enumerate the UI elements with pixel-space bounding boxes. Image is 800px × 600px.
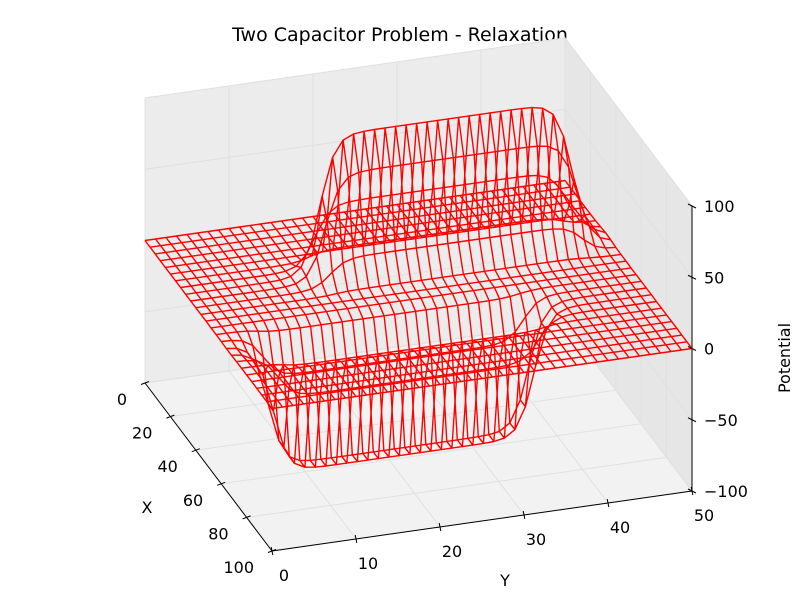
z-tick-label: 50 bbox=[704, 268, 724, 287]
y-axis-label: Y bbox=[499, 571, 510, 590]
surface-wire-x bbox=[180, 174, 601, 289]
y-tick-mark bbox=[606, 498, 610, 508]
z-tick-mark bbox=[687, 417, 697, 423]
surface-wire-y bbox=[532, 178, 662, 354]
surface-wire-y bbox=[144, 240, 273, 409]
surface-wire-x bbox=[170, 213, 591, 275]
z-tick-mark bbox=[687, 203, 697, 209]
surface-wire-y bbox=[175, 235, 305, 405]
y-tick-label: 50 bbox=[694, 506, 714, 525]
z-tick-label: 0 bbox=[704, 340, 714, 359]
y-tick-label: 20 bbox=[442, 542, 462, 561]
y-axis-line bbox=[271, 490, 693, 552]
surface-wire-x bbox=[256, 327, 677, 389]
z-tick-mark bbox=[687, 488, 697, 494]
surface-wire-x bbox=[195, 228, 616, 309]
surface-wire-y bbox=[469, 109, 599, 363]
surface-wire-x bbox=[226, 287, 647, 462]
surface-wire-x bbox=[236, 300, 657, 395]
surface-wire-x bbox=[165, 206, 586, 269]
z-axis-label: Potential bbox=[775, 323, 794, 393]
surface-wire-y bbox=[438, 113, 567, 408]
surface-wire-y bbox=[553, 181, 683, 351]
surface-wire-y bbox=[564, 180, 693, 349]
x-axis-line bbox=[144, 382, 273, 552]
surface-wire-x bbox=[216, 273, 637, 336]
y-tick-label: 40 bbox=[610, 518, 630, 537]
surface-wire-x bbox=[241, 307, 662, 369]
y-tick-mark bbox=[270, 546, 274, 556]
y-tick-label: 10 bbox=[358, 554, 378, 573]
surface-wire-x bbox=[185, 106, 606, 295]
surface-wire-x bbox=[271, 347, 693, 410]
z-tick-mark bbox=[687, 274, 697, 280]
surface-wire-x bbox=[160, 200, 581, 262]
surface-wire-x bbox=[246, 314, 667, 376]
surface-wire-x bbox=[210, 267, 632, 329]
surface-wire-y bbox=[511, 113, 641, 357]
x-tick-mark bbox=[191, 448, 200, 453]
surface-wire-y bbox=[522, 135, 651, 355]
y-tick-mark bbox=[522, 510, 526, 520]
surface-wire-x bbox=[155, 193, 576, 255]
x-tick-label: 60 bbox=[183, 491, 203, 510]
x-tick-mark bbox=[242, 515, 251, 520]
surface-wire-x bbox=[261, 334, 682, 396]
surface-wire-y bbox=[459, 110, 588, 364]
x-tick-label: 40 bbox=[157, 457, 177, 476]
surface-wire-x bbox=[190, 145, 611, 302]
surface-wire-x bbox=[144, 179, 566, 242]
surface-wire-y bbox=[501, 107, 630, 358]
grid-line bbox=[144, 37, 693, 207]
y-tick-mark bbox=[438, 522, 442, 532]
surface-wire-x bbox=[251, 320, 672, 383]
y-tick-label: 30 bbox=[526, 530, 546, 549]
chart-title: Two Capacitor Problem - Relaxation bbox=[231, 24, 568, 46]
surface-wireframe bbox=[144, 106, 693, 468]
x-tick-label: 100 bbox=[223, 558, 254, 577]
grid-line bbox=[144, 251, 693, 421]
z-tick-label: 100 bbox=[704, 197, 735, 216]
x-tick-mark bbox=[166, 414, 175, 419]
x-axis-label: X bbox=[142, 498, 153, 517]
axis-ticks: 0 20 40 60 80 100 0 10 20 30 40 50 −100 −50 0 50 100 bbox=[117, 197, 748, 585]
grid-line bbox=[144, 108, 693, 278]
surface-wire-x bbox=[175, 218, 596, 282]
z-tick-mark bbox=[687, 346, 697, 351]
surface-wire-x bbox=[150, 186, 571, 248]
x-tick-label: 80 bbox=[208, 524, 228, 543]
surface-wire-x bbox=[205, 260, 627, 322]
z-tick-label: −50 bbox=[704, 411, 738, 430]
surface-wire-y bbox=[480, 107, 609, 361]
surface-wire-x bbox=[200, 253, 621, 316]
x-tick-mark bbox=[217, 481, 226, 486]
surface-wire-x bbox=[231, 294, 652, 468]
x-tick-label: 20 bbox=[132, 424, 152, 443]
surface-wire-x bbox=[221, 280, 642, 375]
x-tick-label: 0 bbox=[117, 390, 127, 409]
surface-wire-y bbox=[490, 106, 620, 360]
y-tick-mark bbox=[354, 534, 358, 544]
surface-wire-x bbox=[266, 341, 687, 403]
surface-wire-y bbox=[448, 112, 578, 366]
surface-wire-y bbox=[427, 115, 557, 431]
y-tick-label: 0 bbox=[279, 566, 289, 585]
z-tick-label: −100 bbox=[704, 482, 748, 501]
surface-wire-y bbox=[186, 234, 315, 412]
surface-wire-y bbox=[165, 237, 294, 406]
surface-wire-y bbox=[543, 183, 672, 352]
x-tick-mark bbox=[140, 381, 150, 385]
